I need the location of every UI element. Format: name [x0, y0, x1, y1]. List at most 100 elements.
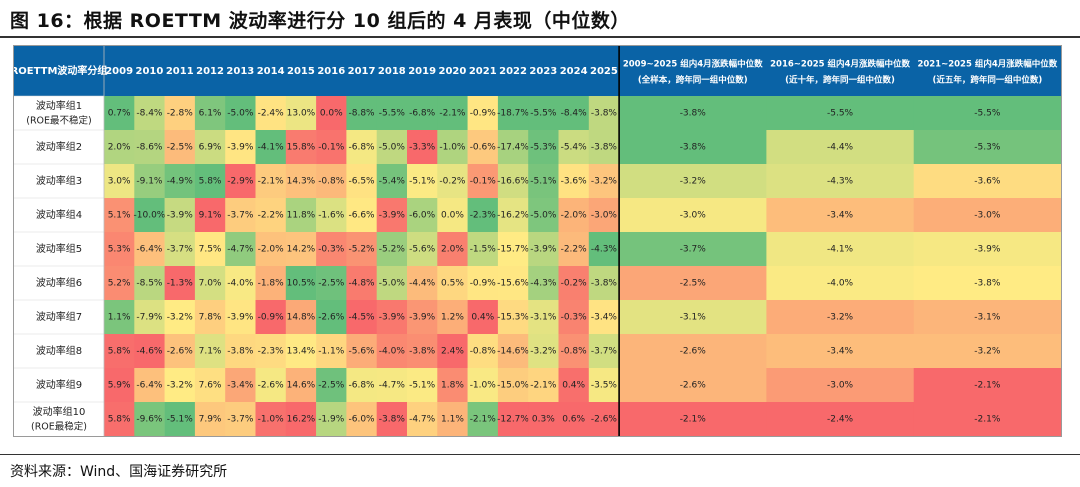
cell-value: 7.6%: [199, 381, 222, 391]
heat-cell: [588, 198, 620, 232]
cell-value: 5.9%: [108, 381, 131, 391]
cell-value: -4.7%: [409, 415, 436, 425]
heat-cell: [558, 300, 590, 334]
summary-subheader-1: (全样本，跨年同一组中位数): [638, 75, 748, 86]
heat-cell: [407, 266, 438, 300]
heat-cell: [558, 164, 590, 198]
heat-cell: [528, 334, 559, 368]
cell-value: -5.0%: [227, 109, 254, 119]
summary-value: -3.8%: [974, 279, 1001, 289]
cell-value: -3.7%: [227, 415, 254, 425]
cell-value: -4.8%: [348, 279, 375, 289]
heat-cell: [225, 300, 256, 334]
row-label-bg: [14, 334, 104, 368]
heat-cell: [225, 368, 256, 402]
cell-value: -0.6%: [470, 143, 497, 153]
summary-value: -3.1%: [680, 313, 707, 323]
cell-value: -3.8%: [409, 347, 436, 357]
cell-value: -6.4%: [136, 381, 163, 391]
heat-cell: [467, 266, 499, 300]
cell-value: -0.2%: [561, 279, 588, 289]
cell-value: -3.9%: [379, 211, 406, 221]
cell-value: -5.4%: [379, 177, 406, 187]
heat-cell: [407, 300, 438, 334]
heat-cell: [376, 232, 408, 266]
row-label: 波动率组4: [36, 208, 82, 221]
heat-cell: [588, 96, 620, 130]
summary-value: -5.3%: [974, 143, 1001, 153]
year-header-2015: 2015: [287, 66, 315, 77]
cell-value: -4.0%: [227, 279, 254, 289]
heat-cell: [255, 266, 287, 300]
cell-value: -2.3%: [470, 211, 497, 221]
heatmap-table: ROETTM波动率分组 2009 2010 2011 2012 2013 2014 2015 2…: [13, 45, 1062, 437]
heat-cell: [316, 402, 347, 436]
heat-cell: [467, 164, 499, 198]
heat-cell: [437, 130, 468, 164]
heat-cell: [407, 164, 438, 198]
heat-cell: [134, 300, 165, 334]
cell-value: -3.5%: [591, 381, 618, 391]
summary-value: -3.4%: [827, 347, 854, 357]
summary-cell: [619, 130, 767, 164]
heat-cell: [558, 368, 590, 402]
cell-value: -1.1%: [318, 347, 345, 357]
summary-cell: [913, 164, 1061, 198]
summary-cell: [619, 198, 767, 232]
heat-cell: [346, 232, 377, 266]
heat-cell: [588, 266, 620, 300]
cell-value: -16.6%: [497, 177, 529, 187]
heat-cell: [528, 368, 559, 402]
cell-value: 7.0%: [199, 279, 222, 289]
cell-value: -3.7%: [167, 245, 194, 255]
heat-cell: [225, 232, 256, 266]
heat-cell: [376, 266, 408, 300]
row-label: 波动率组9: [36, 378, 82, 391]
heat-cell: [255, 334, 287, 368]
summary-value: -2.1%: [974, 381, 1001, 391]
heat-cell: [346, 266, 377, 300]
heat-cell: [437, 164, 468, 198]
heat-cell: [588, 164, 620, 198]
heat-cell: [225, 198, 256, 232]
cell-value: -16.2%: [497, 211, 529, 221]
cell-value: -6.8%: [409, 109, 436, 119]
heat-cell: [467, 368, 499, 402]
cell-value: -2.5%: [318, 381, 345, 391]
heat-cell: [497, 334, 529, 368]
cell-value: -8.4%: [561, 109, 588, 119]
year-header-2014: 2014: [257, 66, 285, 77]
cell-value: -3.9%: [530, 245, 557, 255]
heat-cell: [104, 402, 135, 436]
heat-cell: [346, 334, 377, 368]
heat-cell: [528, 96, 559, 130]
cell-value: -2.6%: [167, 347, 194, 357]
heat-cell: [407, 130, 438, 164]
summary-cell: [619, 164, 767, 198]
cell-value: 2.4%: [441, 347, 464, 357]
heat-cell: [225, 402, 256, 436]
cell-value: -3.6%: [561, 177, 588, 187]
summary-value: -4.1%: [827, 245, 854, 255]
heat-cell: [285, 334, 317, 368]
cell-value: -3.1%: [530, 313, 557, 323]
year-header-2018: 2018: [378, 66, 406, 77]
cell-value: -6.0%: [409, 211, 436, 221]
heat-cell: [346, 402, 377, 436]
cell-value: -6.4%: [136, 245, 163, 255]
heat-cell: [255, 130, 287, 164]
heat-cell: [104, 130, 135, 164]
cell-value: -8.6%: [136, 143, 163, 153]
cell-value: 0.7%: [108, 109, 131, 119]
summary-subheader-2: (近十年，跨年同一组中位数): [785, 75, 895, 86]
cell-value: -3.2%: [167, 381, 194, 391]
heat-cell: [528, 130, 559, 164]
heat-cell: [528, 164, 559, 198]
heat-cell: [588, 232, 620, 266]
summary-value: -3.2%: [827, 313, 854, 323]
heat-cell: [467, 232, 499, 266]
cell-value: -0.9%: [470, 109, 497, 119]
heat-cell: [194, 96, 226, 130]
year-header-2010: 2010: [136, 66, 164, 77]
heat-cell: [528, 300, 559, 334]
